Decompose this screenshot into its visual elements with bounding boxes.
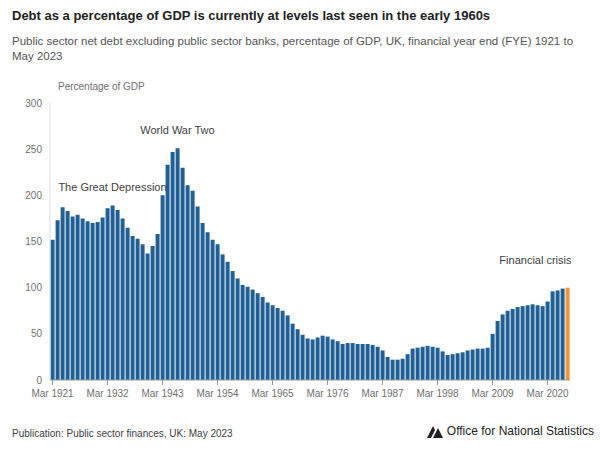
html-text:Debt as a percentage of GDP is: Debt as a percentage of GDP is currently… [12,8,491,23]
svg-text:Mar 2009: Mar 2009 [471,388,514,399]
svg-text:Mar 1965: Mar 1965 [251,388,294,399]
svg-text:100: 100 [25,282,42,293]
svg-text:Mar 2020: Mar 2020 [526,388,569,399]
svg-text:Mar 1954: Mar 1954 [196,388,239,399]
html-text:World War Two: World War Two [140,124,215,137]
svg-text:Mar 1998: Mar 1998 [416,388,459,399]
svg-text:150: 150 [25,236,42,247]
html-text:Financial crisis: Financial crisis [499,253,572,266]
svg-text:250: 250 [25,144,42,155]
html-text:Public sector net debt excludi: Public sector net debt excluding public … [12,35,573,62]
svg-text:Mar 1932: Mar 1932 [86,388,129,399]
svg-text:Mar 1976: Mar 1976 [306,388,349,399]
svg-text:0: 0 [36,375,42,386]
html-text:The Great Depression: The Great Depression [58,181,167,194]
html-text:Office for National Statistics: Office for National Statistics [446,424,594,438]
svg-text:Mar 1943: Mar 1943 [141,388,184,399]
svg-text:300: 300 [25,98,42,109]
svg-text:Mar 1921: Mar 1921 [31,388,74,399]
svg-text:Mar 1987: Mar 1987 [361,388,404,399]
html-text:Percentage of GDP: Percentage of GDP [58,81,145,92]
svg-text:200: 200 [25,190,42,201]
svg-text:50: 50 [31,328,43,339]
html-text:Publication: Public sector fin: Publication: Public sector finances, UK:… [12,428,233,439]
